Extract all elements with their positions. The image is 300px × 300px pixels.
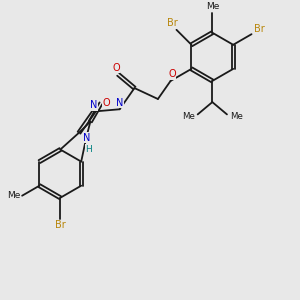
Text: N: N [83, 133, 91, 142]
Text: N: N [90, 100, 98, 110]
Text: N: N [116, 98, 123, 108]
Text: Br: Br [55, 220, 66, 230]
Text: H: H [114, 99, 121, 108]
Text: Br: Br [254, 24, 264, 34]
Text: Me: Me [7, 191, 21, 200]
Text: H: H [85, 145, 92, 154]
Text: Me: Me [182, 112, 195, 121]
Text: O: O [168, 70, 176, 80]
Text: Me: Me [206, 2, 219, 11]
Text: O: O [112, 63, 120, 73]
Text: Me: Me [230, 112, 243, 121]
Text: O: O [103, 98, 110, 108]
Text: Br: Br [167, 18, 177, 28]
